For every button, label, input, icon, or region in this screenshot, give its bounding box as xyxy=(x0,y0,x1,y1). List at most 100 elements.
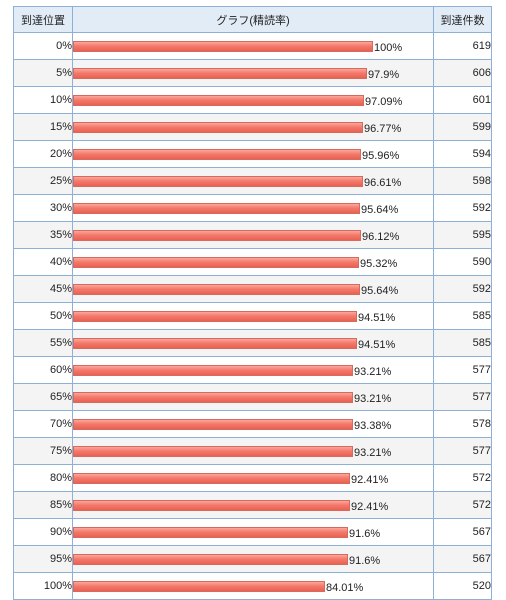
reading-rate-label: 97.9% xyxy=(368,69,400,81)
position-cell: 0% xyxy=(13,32,73,60)
bar-line: 84.01% xyxy=(73,573,433,599)
count-cell: 577 xyxy=(433,383,492,411)
reading-rate-label: 93.21% xyxy=(354,393,392,405)
table-row: 95% 91.6% 567 xyxy=(13,545,492,573)
reading-rate-label: 96.77% xyxy=(364,123,402,135)
count-cell: 592 xyxy=(433,194,492,222)
graph-cell: 97.09% xyxy=(72,86,434,114)
count-cell: 567 xyxy=(433,545,492,573)
reading-rate-label: 96.61% xyxy=(364,177,402,189)
table-row: 45% 95.64% 592 xyxy=(13,275,492,303)
reading-rate-label: 100% xyxy=(374,42,403,54)
count-cell: 601 xyxy=(433,86,492,114)
reading-rate-label: 96.12% xyxy=(362,231,400,243)
position-cell: 5% xyxy=(13,59,73,87)
position-cell: 60% xyxy=(13,356,73,384)
graph-cell: 93.38% xyxy=(72,410,434,438)
reading-rate-table: 到達位置 グラフ(精読率) 到達件数 0% 100% 619 5% 97.9% 606 10… xyxy=(13,6,492,600)
table-row: 10% 97.09% 601 xyxy=(13,86,492,114)
reading-rate-bar xyxy=(73,256,359,268)
graph-cell: 91.6% xyxy=(72,518,434,546)
reading-rate-label: 95.64% xyxy=(361,285,399,297)
header-count: 到達件数 xyxy=(433,6,492,33)
count-cell: 592 xyxy=(433,275,492,303)
table-row: 15% 96.77% 599 xyxy=(13,113,492,141)
graph-cell: 84.01% xyxy=(72,572,434,600)
graph-cell: 95.64% xyxy=(72,194,434,222)
reading-rate-bar xyxy=(73,337,357,349)
table-row: 85% 92.41% 572 xyxy=(13,491,492,519)
position-cell: 40% xyxy=(13,248,73,276)
bar-line: 96.77% xyxy=(73,114,433,140)
reading-rate-bar xyxy=(73,40,373,52)
reading-rate-label: 94.51% xyxy=(358,339,396,351)
reading-rate-bar xyxy=(73,472,350,484)
reading-rate-bar xyxy=(73,526,348,538)
graph-cell: 96.77% xyxy=(72,113,434,141)
bar-line: 93.21% xyxy=(73,384,433,410)
graph-cell: 94.51% xyxy=(72,302,434,330)
count-cell: 585 xyxy=(433,302,492,330)
table-row: 30% 95.64% 592 xyxy=(13,194,492,222)
count-cell: 577 xyxy=(433,437,492,465)
table-row: 70% 93.38% 578 xyxy=(13,410,492,438)
reading-rate-bar xyxy=(73,175,363,187)
position-cell: 15% xyxy=(13,113,73,141)
reading-rate-label: 91.6% xyxy=(349,528,381,540)
reading-rate-label: 84.01% xyxy=(326,582,364,594)
position-cell: 50% xyxy=(13,302,73,330)
position-cell: 75% xyxy=(13,437,73,465)
position-cell: 80% xyxy=(13,464,73,492)
position-cell: 100% xyxy=(13,572,73,600)
graph-cell: 95.96% xyxy=(72,140,434,168)
reading-rate-bar xyxy=(73,418,353,430)
bar-line: 91.6% xyxy=(73,519,433,545)
graph-cell: 95.32% xyxy=(72,248,434,276)
bar-line: 93.38% xyxy=(73,411,433,437)
table-row: 40% 95.32% 590 xyxy=(13,248,492,276)
position-cell: 85% xyxy=(13,491,73,519)
graph-cell: 92.41% xyxy=(72,491,434,519)
table-row: 65% 93.21% 577 xyxy=(13,383,492,411)
reading-rate-bar xyxy=(73,229,361,241)
count-cell: 590 xyxy=(433,248,492,276)
table-row: 20% 95.96% 594 xyxy=(13,140,492,168)
bar-line: 93.21% xyxy=(73,357,433,383)
reading-rate-label: 93.21% xyxy=(354,366,392,378)
reading-rate-bar xyxy=(73,121,363,133)
count-cell: 572 xyxy=(433,464,492,492)
reading-rate-label: 95.32% xyxy=(360,258,398,270)
reading-rate-label: 93.38% xyxy=(354,420,392,432)
header-row: 到達位置 グラフ(精読率) 到達件数 xyxy=(13,6,492,33)
reading-rate-bar xyxy=(73,283,360,295)
reading-rate-bar xyxy=(73,364,353,376)
position-cell: 45% xyxy=(13,275,73,303)
position-cell: 10% xyxy=(13,86,73,114)
count-cell: 619 xyxy=(433,32,492,60)
bar-line: 95.64% xyxy=(73,276,433,302)
position-cell: 65% xyxy=(13,383,73,411)
position-cell: 30% xyxy=(13,194,73,222)
reading-rate-bar xyxy=(73,391,353,403)
reading-rate-label: 94.51% xyxy=(358,312,396,324)
table-row: 35% 96.12% 595 xyxy=(13,221,492,249)
header-graph: グラフ(精読率) xyxy=(72,6,434,33)
table-row: 100% 84.01% 520 xyxy=(13,572,492,600)
reading-rate-label: 95.96% xyxy=(362,150,400,162)
bar-line: 100% xyxy=(73,33,433,59)
position-cell: 55% xyxy=(13,329,73,357)
count-cell: 595 xyxy=(433,221,492,249)
report-container: 到達位置 グラフ(精読率) 到達件数 0% 100% 619 5% 97.9% 606 10… xyxy=(13,6,492,600)
bar-line: 95.96% xyxy=(73,141,433,167)
reading-rate-label: 97.09% xyxy=(365,96,403,108)
bar-line: 97.9% xyxy=(73,60,433,86)
bar-line: 93.21% xyxy=(73,438,433,464)
reading-rate-label: 92.41% xyxy=(351,501,389,513)
graph-cell: 93.21% xyxy=(72,383,434,411)
table-row: 0% 100% 619 xyxy=(13,32,492,60)
reading-rate-bar xyxy=(73,202,360,214)
table-row: 55% 94.51% 585 xyxy=(13,329,492,357)
count-cell: 520 xyxy=(433,572,492,600)
reading-rate-bar xyxy=(73,148,361,160)
bar-line: 92.41% xyxy=(73,492,433,518)
